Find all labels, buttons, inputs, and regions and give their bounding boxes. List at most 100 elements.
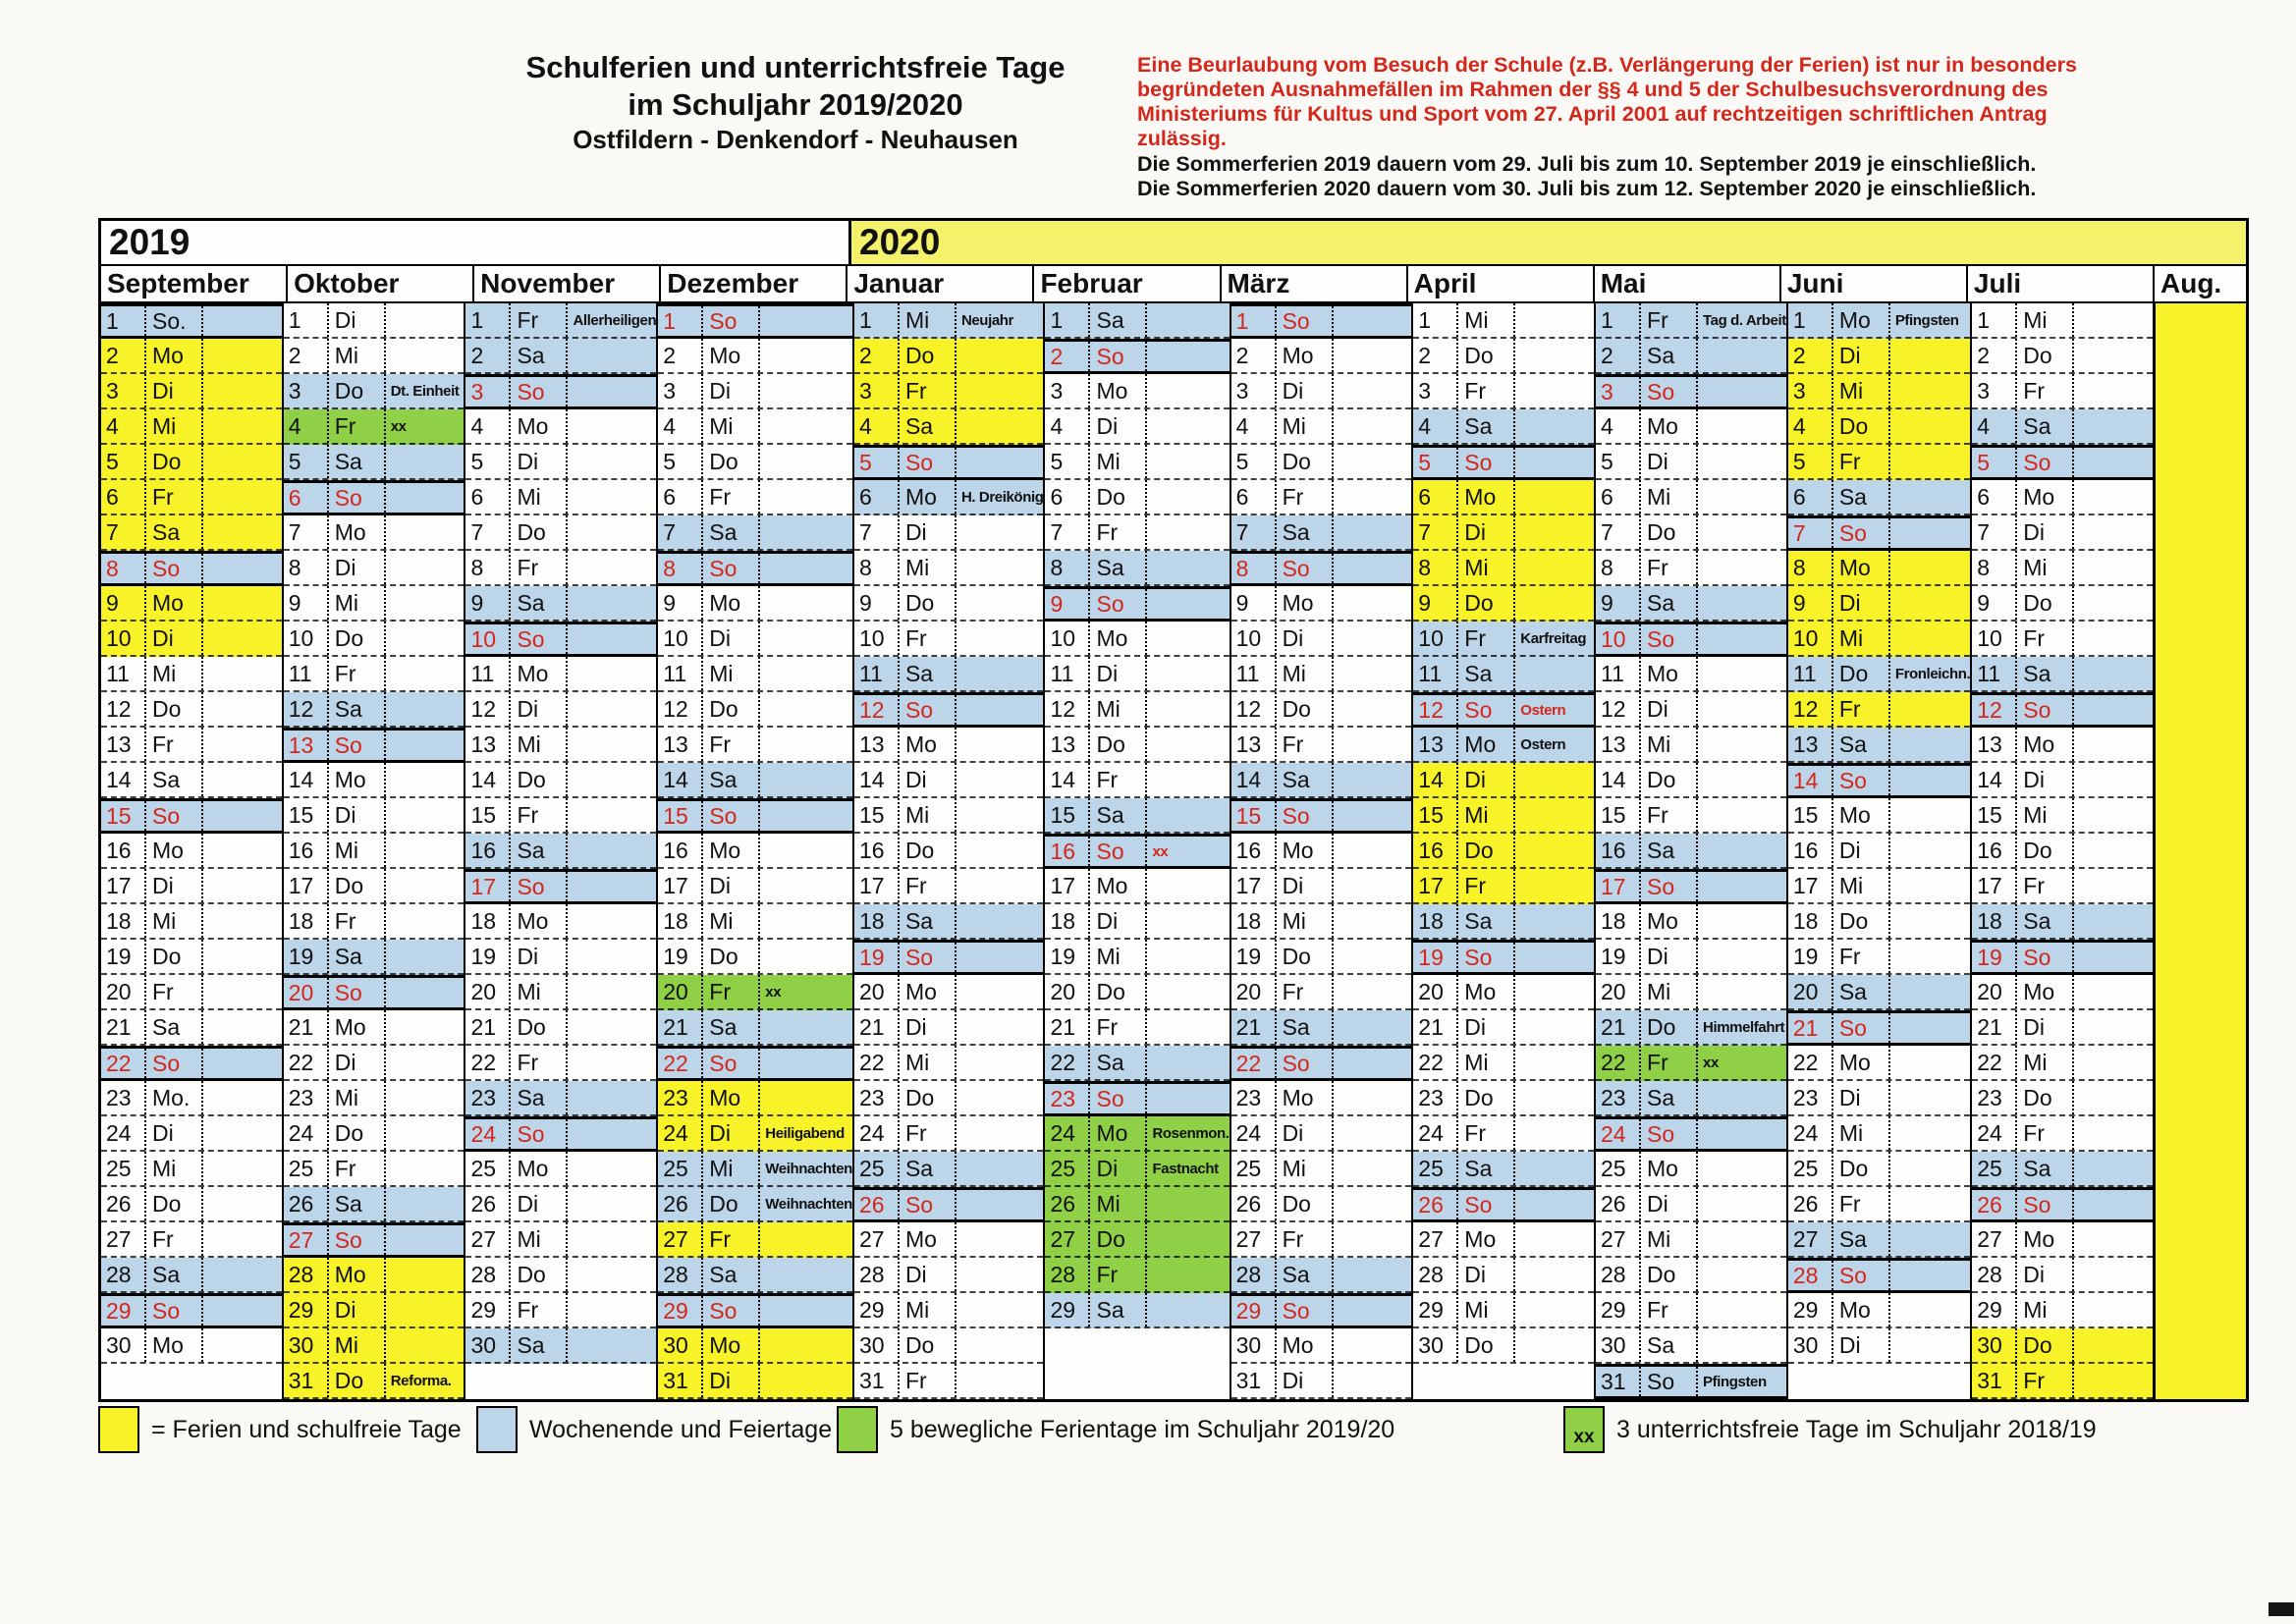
day-row: 8 Sa <box>1045 551 1230 586</box>
day-row: 25 Fr <box>283 1152 465 1187</box>
day-note <box>1698 798 1786 832</box>
day-weekday: Fr <box>1641 303 1699 337</box>
day-row: 18 Mi <box>101 904 282 940</box>
day-note <box>1698 480 1786 514</box>
day-weekday: Fr <box>511 1293 569 1326</box>
day-row: 29 Mi <box>1413 1293 1595 1328</box>
day-number: 14 <box>1596 763 1642 796</box>
day-number: 18 <box>658 904 704 938</box>
day-number: 22 <box>854 1046 900 1079</box>
day-weekday: Sa <box>703 1010 761 1044</box>
day-number: 18 <box>1231 904 1277 938</box>
day-note <box>760 869 852 902</box>
day-number: 20 <box>1972 975 2018 1008</box>
day-note <box>760 728 852 761</box>
day-weekday: So. <box>146 306 203 336</box>
day-note: Tag d. Arbeit <box>1703 311 1786 329</box>
day-weekday: Di <box>1277 1364 1334 1397</box>
day-weekday: Do <box>1458 339 1516 372</box>
day-note <box>1147 940 1229 973</box>
day-row: 16 Mo <box>101 834 282 869</box>
day-row: 12 Fr <box>1787 692 1971 728</box>
day-note <box>1890 766 1970 795</box>
day-note <box>1147 551 1229 584</box>
day-number: 23 <box>465 1081 512 1114</box>
day-row: 25 Mo <box>465 1152 657 1187</box>
day-number: 16 <box>1045 837 1091 866</box>
day-note <box>568 940 656 973</box>
day-row: 21 Di <box>1972 1010 2153 1046</box>
day-number: 22 <box>658 1049 704 1078</box>
day-weekday: Di <box>1833 339 1890 372</box>
day-weekday: Fr <box>329 904 386 938</box>
day-weekday: Di <box>1277 374 1334 407</box>
day-note <box>760 940 852 973</box>
day-number: 25 <box>1788 1152 1833 1185</box>
day-number: 24 <box>101 1116 146 1150</box>
day-row: 16 Sa <box>1596 834 1786 869</box>
day-row: 3 So <box>1596 374 1786 409</box>
day-row: 17 Di <box>1230 869 1412 904</box>
day-weekday: Fr <box>511 1046 569 1079</box>
day-weekday: Di <box>511 940 569 973</box>
day-number: 28 <box>465 1258 512 1291</box>
day-row: 6 Do <box>1045 480 1230 515</box>
day-note <box>386 1116 465 1150</box>
day-row: 9 Sa <box>1596 586 1786 622</box>
day-weekday: Di <box>1277 1116 1334 1150</box>
day-note <box>1334 1152 1412 1185</box>
day-number: 16 <box>465 834 512 867</box>
day-row: 9 So <box>1045 586 1230 622</box>
day-row: 13 Mo <box>1972 728 2153 763</box>
day-number: 2 <box>1788 339 1833 372</box>
day-number: 10 <box>465 624 512 654</box>
legend-swatch <box>837 1406 878 1453</box>
day-row: 22 Mi <box>853 1046 1044 1081</box>
day-row: 12 So <box>853 692 1044 728</box>
day-weekday: Di <box>329 798 386 832</box>
day-note <box>957 1258 1044 1291</box>
day-weekday: Do <box>1458 834 1516 867</box>
day-number: 5 <box>1413 448 1459 477</box>
day-note <box>1698 1081 1786 1114</box>
day-number: 10 <box>1788 622 1833 655</box>
day-row: 9 Do <box>1972 586 2153 622</box>
day-weekday: Do <box>511 763 569 796</box>
day-number: 29 <box>465 1293 512 1326</box>
day-weekday: Fr <box>2017 869 2075 902</box>
day-note <box>1515 374 1594 407</box>
month-header-Februar: Februar <box>1034 266 1222 301</box>
day-row: 28 Sa <box>1230 1258 1412 1293</box>
day-note <box>568 975 656 1008</box>
day-note: Weihnachten <box>765 1160 852 1177</box>
day-number: 19 <box>101 940 146 973</box>
day-number: 29 <box>854 1293 900 1326</box>
day-weekday: Sa <box>1833 480 1890 514</box>
day-note <box>1334 586 1412 620</box>
day-note <box>760 801 852 831</box>
day-row: 3 Fr <box>1413 374 1595 409</box>
day-row: 5 Di <box>465 445 657 480</box>
day-weekday: Mi <box>703 904 761 938</box>
day-note <box>1334 728 1412 761</box>
day-number: 27 <box>1972 1222 2018 1256</box>
day-row: 19 So <box>1413 940 1595 975</box>
day-number: 30 <box>284 1328 329 1362</box>
day-number: 13 <box>854 728 900 761</box>
day-note <box>1698 834 1786 867</box>
day-weekday: So <box>329 978 386 1007</box>
day-note <box>1334 975 1412 1008</box>
month-column-Februar: 1 Sa 2 So 3 Mo 4 Di 5 Mi 6 Do 7 Fr 8 Sa 9 So 10 Mo 11 Di 12 Mi 1… <box>1045 303 1231 1399</box>
day-row: 10 Di <box>658 622 852 657</box>
day-note <box>1515 943 1594 972</box>
calendar-table: 2019 2020 September Oktober November Dezembe… <box>98 218 2249 1402</box>
day-weekday: So <box>2017 943 2075 972</box>
month-column-Mai: 1 Fr Tag d. Arbeit 2 Sa 3 So 4 Mo 5 Di 6 Mi 7 Do 8 Fr 9 Sa… <box>1596 303 1788 1399</box>
day-note: Weihnachten <box>765 1195 852 1213</box>
day-row: 3 Fr <box>1972 374 2153 409</box>
day-empty <box>1787 1364 1971 1399</box>
day-number: 26 <box>465 1187 512 1220</box>
day-weekday: Mi <box>1833 869 1890 902</box>
day-weekday: Mo <box>1641 409 1699 443</box>
day-row: 13 Mo <box>853 728 1044 763</box>
